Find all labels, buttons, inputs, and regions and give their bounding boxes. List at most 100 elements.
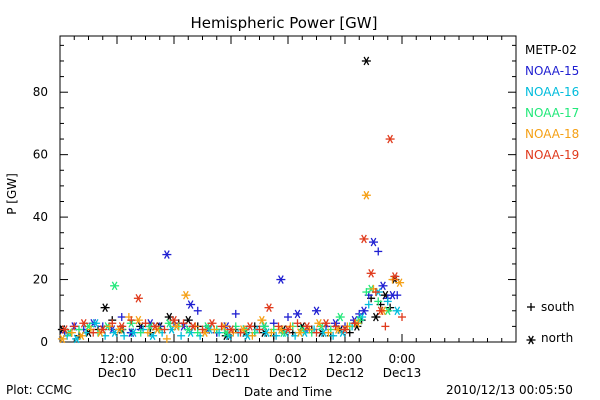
y-tick-label: 0 [40, 335, 48, 349]
point-noaa-19 [236, 328, 245, 337]
x-tick-time-label: 12:00 [214, 352, 249, 366]
x-tick-time-label: 0:00 [389, 352, 416, 366]
x-tick-date-label: Dec12 [269, 366, 308, 380]
point-noaa-16 [91, 318, 101, 328]
x-tick-time-label: 0:00 [161, 352, 188, 366]
point-noaa-19 [381, 322, 390, 331]
x-tick-date-label: Dec10 [98, 366, 137, 380]
chart-title: Hemispheric Power [GW] [191, 14, 378, 32]
y-tick-label: 20 [33, 273, 48, 287]
point-noaa-19 [79, 318, 89, 328]
point-noaa-19 [245, 322, 255, 331]
point-noaa-19 [127, 316, 136, 325]
point-noaa-18 [133, 315, 143, 325]
y-tick-label: 40 [33, 210, 48, 224]
y-axis-label: P [GW] [5, 173, 19, 215]
marker-south-icon [527, 303, 535, 311]
point-noaa-19 [390, 272, 400, 281]
point-noaa-17 [335, 312, 345, 322]
point-noaa-17 [374, 297, 383, 306]
point-noaa-19 [385, 134, 395, 144]
point-noaa-15 [369, 237, 378, 247]
point-noaa-19 [350, 319, 359, 328]
point-noaa-19 [70, 322, 79, 331]
plot-frame [59, 35, 517, 343]
point-noaa-15 [378, 281, 388, 291]
point-noaa-19 [141, 319, 150, 328]
point-noaa-19 [255, 325, 264, 334]
point-metp-02 [371, 312, 381, 322]
point-noaa-15 [293, 309, 302, 319]
point-noaa-19 [60, 325, 70, 334]
x-tick-time-label: 12:00 [100, 352, 135, 366]
point-noaa-18 [267, 328, 276, 337]
data-points [57, 56, 406, 344]
legend-entry-noaa-15: NOAA-15 [525, 64, 579, 78]
point-noaa-16 [129, 328, 139, 337]
point-noaa-15 [312, 306, 321, 316]
point-noaa-19 [198, 325, 207, 334]
x-tick-time-label: 12:00 [328, 352, 363, 366]
point-noaa-19 [188, 322, 198, 331]
point-noaa-19 [340, 325, 350, 334]
point-noaa-19 [264, 303, 274, 312]
point-noaa-19 [371, 288, 380, 297]
x-tick-date-label: Dec11 [212, 366, 251, 380]
point-noaa-19 [226, 325, 236, 334]
legend-entry-noaa-16: NOAA-16 [525, 85, 579, 99]
point-noaa-15 [193, 306, 202, 315]
point-noaa-19 [207, 318, 217, 328]
point-noaa-19 [217, 322, 226, 331]
point-metp-02 [100, 303, 110, 312]
marker-legend: south north [526, 300, 575, 345]
point-noaa-15 [276, 275, 286, 284]
point-noaa-16 [329, 331, 338, 340]
point-noaa-17 [136, 328, 145, 337]
x-axis: 12:00Dec100:00Dec1112:00Dec110:00Dec1212… [73, 36, 503, 380]
point-noaa-18 [248, 331, 257, 340]
point-noaa-18 [324, 328, 333, 337]
y-axis: 0 20 40 60 80 [33, 44, 516, 349]
point-noaa-15 [162, 250, 172, 259]
point-noaa-19 [98, 325, 108, 334]
x-tick-date-label: Dec11 [155, 366, 194, 380]
x-tick-time-label: 0:00 [275, 352, 302, 366]
point-noaa-19 [117, 322, 127, 331]
marker-legend-label: north [541, 331, 573, 345]
point-noaa-16 [177, 331, 186, 340]
point-noaa-16 [272, 331, 281, 340]
point-noaa-19 [331, 322, 340, 331]
point-noaa-16 [392, 306, 402, 316]
point-noaa-19 [160, 325, 169, 334]
point-noaa-18 [67, 328, 76, 337]
point-noaa-19 [150, 322, 160, 331]
point-noaa-18 [143, 328, 152, 337]
point-noaa-19 [366, 268, 376, 278]
point-noaa-16 [383, 297, 392, 306]
legend-entry-noaa-18: NOAA-18 [525, 127, 579, 141]
series-legend: METP-02 NOAA-15 NOAA-16 NOAA-17 NOAA-18 NOAA-… [525, 43, 579, 162]
point-noaa-15 [359, 306, 369, 316]
point-noaa-18 [76, 331, 86, 341]
point-noaa-19 [274, 322, 283, 331]
point-noaa-19 [108, 319, 117, 328]
point-noaa-19 [133, 293, 143, 303]
point-noaa-19 [376, 306, 386, 316]
x-tick-date-label: Dec12 [326, 366, 365, 380]
point-noaa-19 [398, 313, 406, 322]
marker-legend-label: south [541, 300, 575, 314]
point-noaa-19 [89, 328, 98, 337]
point-noaa-19 [293, 319, 302, 328]
point-noaa-19 [283, 325, 293, 334]
point-noaa-15 [393, 291, 402, 300]
point-noaa-18 [181, 290, 191, 300]
y-tick-label: 60 [33, 148, 48, 162]
plot-source: Plot: CCMC [6, 383, 72, 397]
point-noaa-15 [284, 313, 292, 322]
point-noaa-18 [257, 315, 267, 325]
point-noaa-15 [186, 300, 196, 309]
point-noaa-15 [231, 309, 240, 318]
plot-timestamp: 2010/12/13 00:05:50 [446, 383, 573, 397]
point-metp-02 [361, 56, 371, 66]
